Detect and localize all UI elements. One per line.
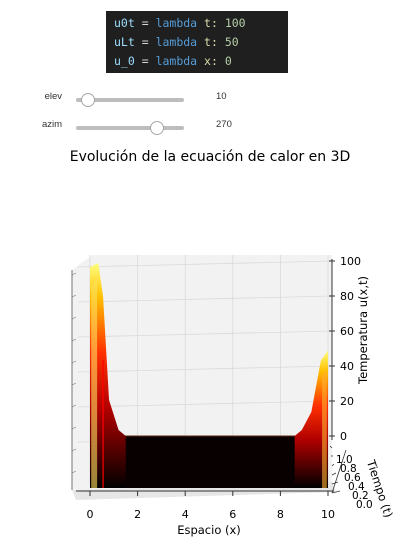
elev-slider-thumb[interactable] (81, 93, 95, 107)
y-axis-tick (331, 472, 337, 476)
z-gridline (77, 295, 333, 303)
x-tick-label: 4 (182, 508, 189, 521)
code-cell-output: u0t = lambda t: 100 uLt = lambda t: 50 u… (106, 11, 288, 73)
surface-interior (94, 436, 324, 488)
elev-value: 10 (216, 91, 227, 102)
y-tick-label: 0.4 (348, 481, 365, 493)
azim-slider-row: azim 270 (0, 117, 400, 137)
left-axis-tick (71, 404, 77, 408)
left-axis-tick (71, 294, 77, 298)
x-tick-label: 2 (134, 508, 141, 521)
left-axis-tick (71, 338, 77, 342)
left-axis-tick (71, 470, 77, 474)
code-line-1: u0t = lambda t: 100 (114, 16, 246, 30)
z-gridline (77, 260, 333, 268)
code-line-3: u_0 = lambda x: 0 (114, 54, 232, 68)
code-line-2: uLt = lambda t: 50 (114, 35, 239, 49)
azim-slider[interactable] (76, 121, 184, 135)
x-tick-label: 10 (321, 508, 335, 521)
y-axis-tick (331, 463, 335, 467)
z-gridline (77, 365, 333, 373)
y-tick-label: 1.0 (336, 454, 353, 466)
z-tick-label: 80 (340, 290, 354, 303)
azim-value: 270 (216, 119, 232, 130)
z-gridline (77, 330, 333, 338)
elev-label: elev (44, 91, 62, 102)
elev-slider[interactable] (76, 93, 184, 107)
surface-left-boundary (90, 263, 126, 488)
surface-left-highlight (91, 277, 98, 488)
z-tick-label: 100 (340, 255, 361, 268)
y-axis-line (331, 449, 347, 494)
x-axis-label: Espacio (x) (177, 523, 241, 537)
left-axis-tick (71, 448, 77, 452)
y-tick-label: 0.2 (352, 490, 369, 502)
elev-slider-row: elev 10 (0, 89, 400, 109)
z-gridline (77, 400, 333, 408)
azim-slider-thumb[interactable] (150, 121, 164, 135)
left-axis-tick (71, 360, 77, 364)
z-tick-label: 0 (340, 430, 347, 443)
z-tick-label: 20 (340, 395, 354, 408)
y-axis-tick (329, 445, 333, 449)
z-tick-label: 60 (340, 325, 354, 338)
left-axis-tick (71, 382, 77, 386)
back-pane (72, 255, 332, 490)
z-axis-label: Temperatura u(x,t) (356, 276, 370, 385)
surface-right-boundary (294, 350, 328, 488)
x-tick-label: 8 (277, 508, 284, 521)
y-axis-tick (331, 490, 341, 494)
y-tick-label: 0.0 (356, 499, 373, 511)
y-tick-label: 0.6 (344, 472, 361, 484)
y-tick-label: 0.8 (340, 463, 357, 475)
surface-right-highlight (322, 368, 327, 488)
left-axis-tick (71, 316, 77, 320)
chart-title: Evolución de la ecuación de calor en 3D (69, 149, 351, 165)
left-axis-tick (71, 272, 77, 276)
x-tick-label: 6 (229, 508, 236, 521)
azim-label: azim (41, 119, 62, 130)
x-tick-label: 0 (87, 508, 94, 521)
left-axis-tick (71, 426, 77, 430)
z-tick-label: 40 (340, 360, 354, 373)
